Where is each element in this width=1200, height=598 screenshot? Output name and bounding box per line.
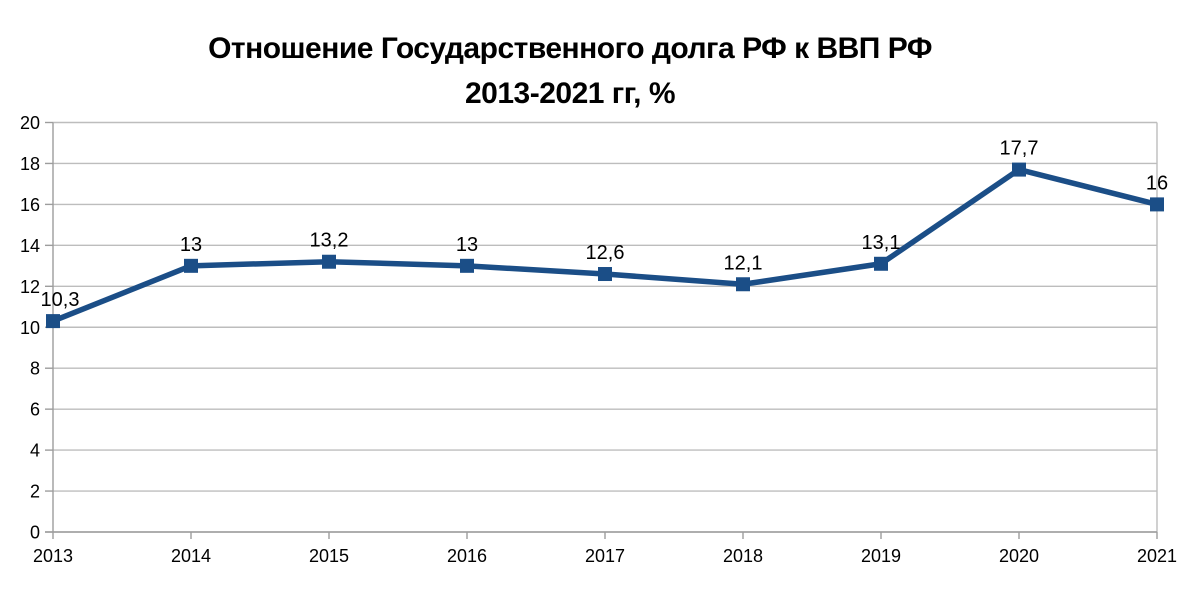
- x-tick-label: 2017: [585, 546, 625, 566]
- data-point-label: 16: [1146, 172, 1168, 194]
- data-point-marker: [460, 258, 474, 273]
- data-point-label: 13,2: [310, 230, 349, 252]
- y-tick-label: 20: [20, 113, 40, 133]
- data-point-label: 10,3: [41, 289, 80, 311]
- x-tick-label: 2014: [171, 546, 211, 566]
- x-tick-label: 2018: [723, 546, 763, 566]
- y-tick-label: 2: [30, 482, 40, 502]
- y-tick-label: 0: [30, 523, 40, 543]
- x-tick-label: 2019: [861, 546, 901, 566]
- x-tick-label: 2021: [1137, 546, 1177, 566]
- x-tick-label: 2013: [33, 546, 73, 566]
- y-tick-label: 6: [30, 400, 40, 420]
- data-point-label: 17,7: [1000, 138, 1039, 160]
- data-point-marker: [1150, 197, 1164, 212]
- data-point-marker: [1012, 162, 1026, 177]
- data-point-label: 12,6: [586, 242, 625, 264]
- y-tick-label: 4: [30, 441, 40, 461]
- data-point-marker: [736, 277, 750, 292]
- data-point-marker: [322, 254, 336, 269]
- data-point-label: 13: [180, 234, 202, 256]
- x-tick-label: 2015: [309, 546, 349, 566]
- data-point-marker: [874, 256, 888, 271]
- data-point-label: 12,1: [724, 252, 763, 274]
- y-tick-label: 12: [20, 277, 40, 297]
- y-tick-label: 10: [20, 318, 40, 338]
- y-tick-label: 18: [20, 154, 40, 174]
- y-tick-label: 14: [20, 236, 40, 256]
- data-point-marker: [46, 314, 60, 329]
- data-point-marker: [598, 267, 612, 282]
- chart-title-line1: Отношение Государственного долга РФ к ВВ…: [208, 32, 932, 65]
- y-tick-label: 16: [20, 195, 40, 215]
- x-tick-label: 2016: [447, 546, 487, 566]
- data-point-marker: [184, 258, 198, 273]
- y-tick-label: 8: [30, 359, 40, 379]
- chart-title-line2: 2013-2021 гг, %: [465, 77, 676, 110]
- chart-title: Отношение Государственного долга РФ к ВВ…: [0, 26, 1140, 116]
- x-tick-label: 2020: [999, 546, 1039, 566]
- data-point-label: 13,1: [862, 232, 901, 254]
- data-point-label: 13: [456, 234, 478, 256]
